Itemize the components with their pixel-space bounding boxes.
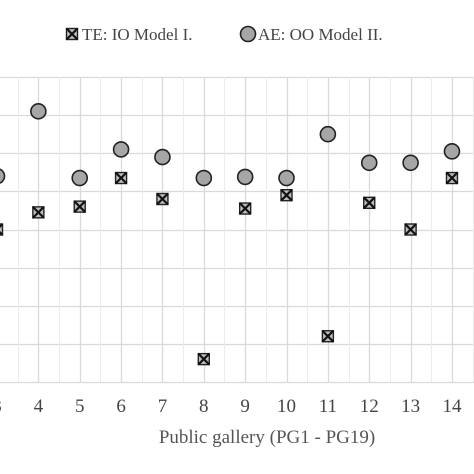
ae-data-point bbox=[278, 169, 295, 187]
ae-data-point bbox=[71, 169, 89, 187]
te-data-point bbox=[114, 171, 128, 185]
ae-data-point bbox=[30, 103, 47, 120]
x-tick-label: 7 bbox=[158, 396, 168, 417]
te-data-point bbox=[362, 196, 376, 210]
x-tick-label: 13 bbox=[401, 396, 420, 417]
te-data-point bbox=[197, 352, 211, 366]
legend-item-ae: AE: OO Model II. bbox=[239, 25, 383, 44]
ae-data-point bbox=[319, 125, 337, 143]
x-square-icon bbox=[65, 27, 79, 41]
legend-item-te: TE: IO Model I. bbox=[65, 25, 192, 44]
x-tick-label: 6 bbox=[116, 396, 126, 417]
te-data-point bbox=[156, 192, 169, 206]
te-data-point bbox=[238, 202, 252, 215]
x-tick-label: 10 bbox=[277, 396, 296, 417]
x-axis-label: Public gallery (PG1 - PG19) bbox=[159, 427, 375, 448]
x-tick-label: 11 bbox=[319, 396, 337, 417]
circle-icon bbox=[239, 25, 257, 43]
data-points bbox=[0, 103, 461, 366]
te-data-point bbox=[73, 200, 86, 213]
legend-marker-x-square-icon bbox=[65, 27, 79, 41]
gridlines bbox=[0, 76, 474, 384]
ae-data-point bbox=[0, 168, 6, 184]
x-tick-label: 14 bbox=[442, 396, 462, 417]
legend-marker-circle-icon bbox=[239, 25, 257, 43]
te-data-point bbox=[404, 223, 417, 236]
x-tick-label: 9 bbox=[240, 396, 250, 417]
x-tick-label: 12 bbox=[360, 396, 379, 417]
legend: TE: IO Model I. AE: OO Model II. bbox=[65, 25, 383, 44]
ae-data-point bbox=[195, 169, 213, 187]
te-data-point bbox=[321, 329, 335, 343]
x-tick-label: 8 bbox=[199, 396, 209, 417]
ae-data-point bbox=[402, 154, 419, 172]
x-axis-ticks: 3 4 5 6 7 8 9 10 11 12 13 14 bbox=[0, 396, 462, 417]
te-data-point bbox=[445, 171, 459, 185]
ae-data-point bbox=[360, 154, 378, 172]
te-data-point bbox=[280, 188, 293, 202]
x-tick-label: 3 bbox=[0, 396, 2, 417]
x-tick-label: 5 bbox=[75, 396, 85, 417]
ae-data-point bbox=[443, 143, 461, 160]
ae-data-point bbox=[236, 168, 254, 186]
legend-label-te: TE: IO Model I. bbox=[82, 25, 192, 44]
te-data-point bbox=[0, 223, 4, 236]
ae-data-point bbox=[154, 148, 171, 166]
legend-label-ae: AE: OO Model II. bbox=[258, 25, 383, 44]
ae-data-point bbox=[112, 141, 130, 158]
x-tick-label: 4 bbox=[34, 396, 44, 417]
te-data-point bbox=[32, 206, 45, 219]
